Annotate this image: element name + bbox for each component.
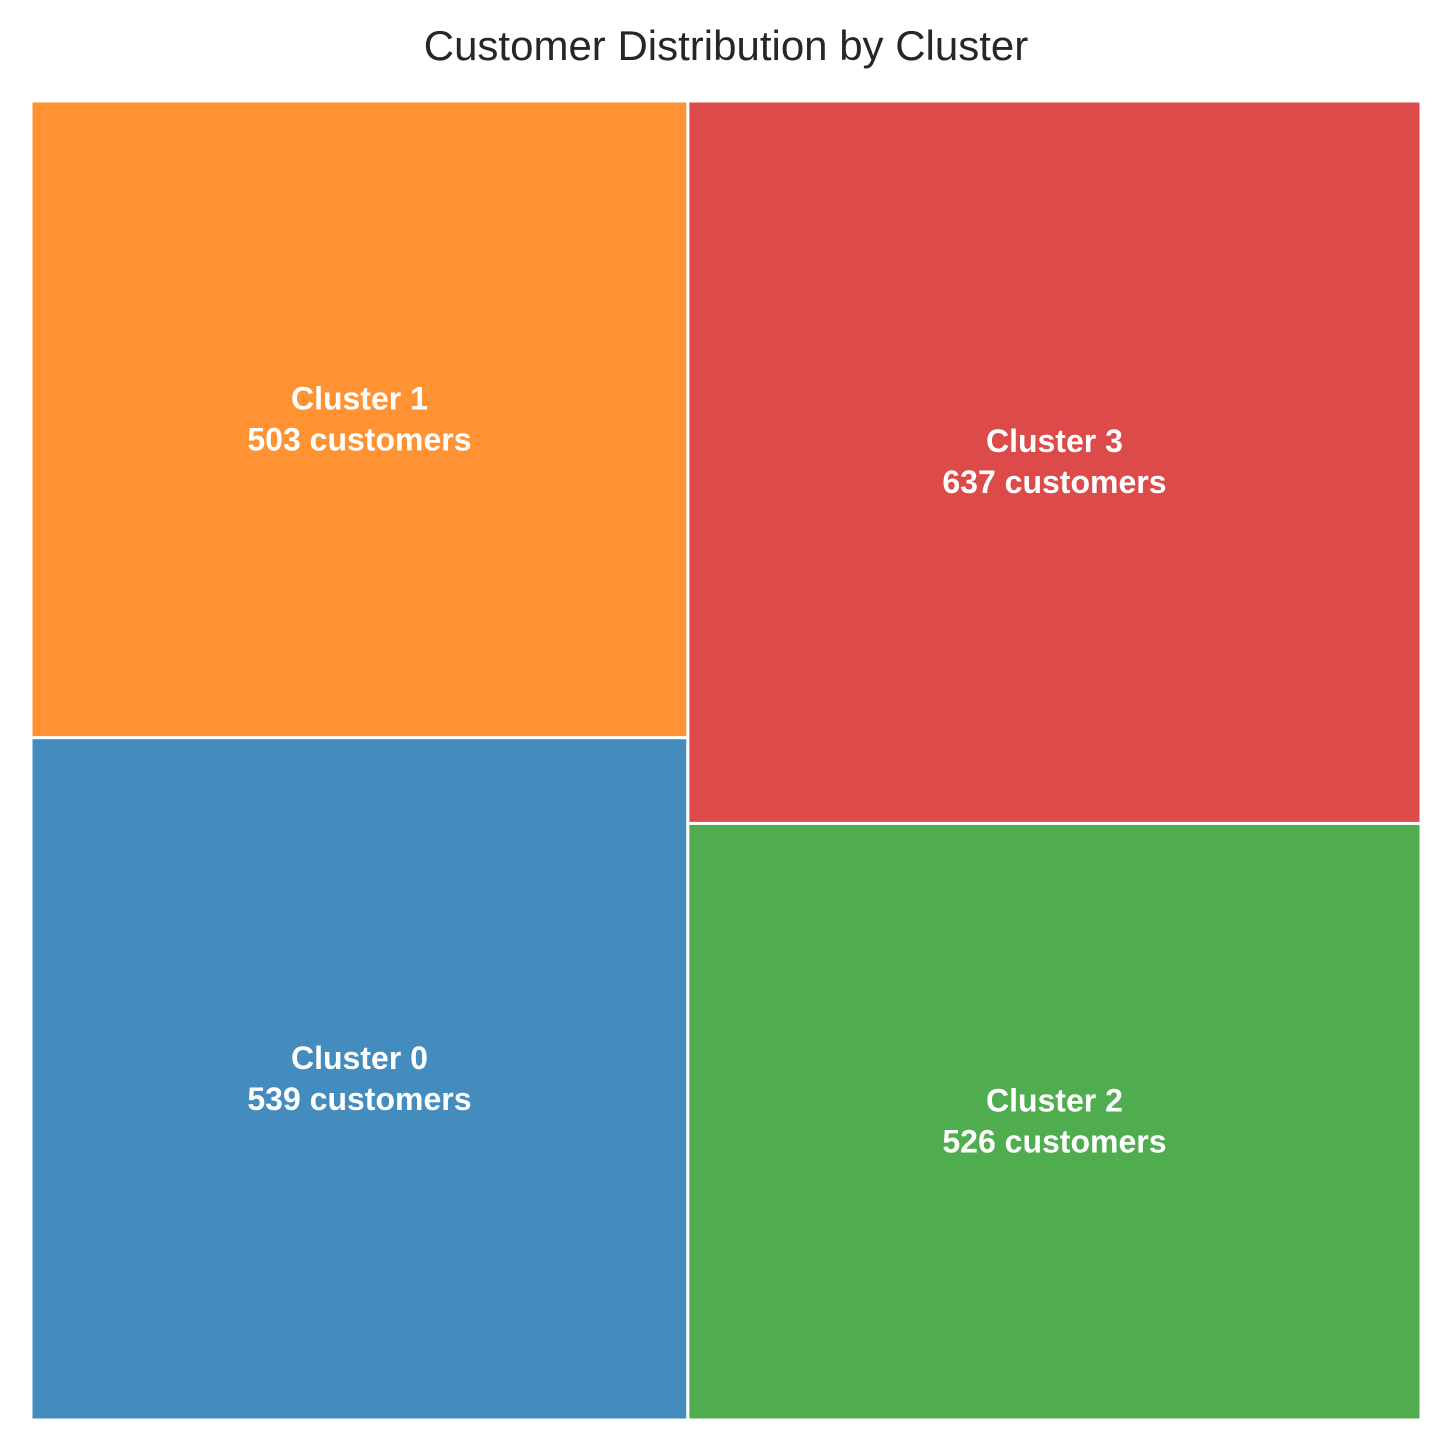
tile-name-cluster-3: Cluster 3 [986, 423, 1123, 459]
tile-value-cluster-1: 503 customers [247, 421, 471, 457]
tile-value-cluster-0: 539 customers [247, 1081, 471, 1117]
tile-value-cluster-2: 526 customers [942, 1124, 1166, 1160]
treemap-tile-cluster-3 [686, 99, 1423, 825]
tile-name-cluster-0: Cluster 0 [291, 1040, 428, 1076]
chart-title: Customer Distribution by Cluster [423, 22, 1029, 69]
treemap-tile-cluster-0 [29, 736, 690, 1422]
treemap-tile-cluster-1 [29, 99, 690, 740]
tile-name-cluster-2: Cluster 2 [986, 1083, 1123, 1119]
tile-name-cluster-1: Cluster 1 [291, 380, 428, 416]
treemap-tile-cluster-2 [686, 821, 1423, 1422]
tile-value-cluster-3: 637 customers [942, 464, 1166, 500]
